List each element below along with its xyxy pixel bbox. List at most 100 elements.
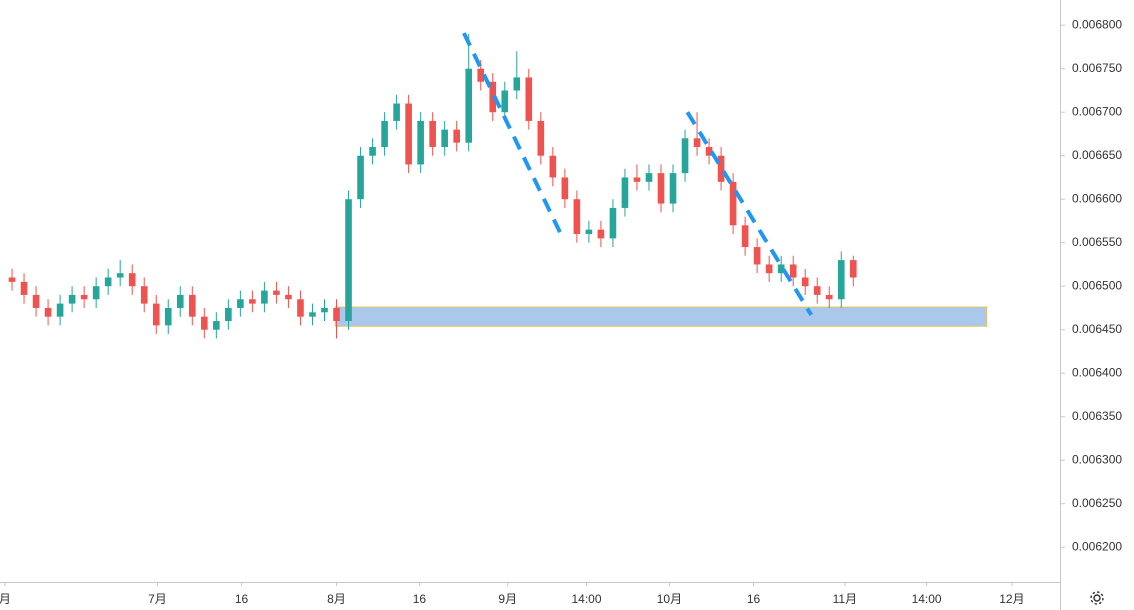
candle-body [681, 138, 689, 174]
trendline [462, 32, 564, 236]
y-tick-label: 0.006750 [1072, 61, 1122, 75]
y-tick-label: 0.006250 [1072, 496, 1122, 510]
candle-body [585, 229, 593, 235]
candle-body [357, 155, 364, 200]
y-tick-label: 0.006200 [1072, 539, 1122, 553]
candle-body [237, 299, 244, 308]
candle-body [164, 307, 172, 326]
settings-icon[interactable] [1090, 591, 1104, 605]
x-tick-label: 16 [235, 592, 249, 606]
y-tick-label: 0.006300 [1072, 452, 1122, 466]
candle-body [56, 303, 64, 317]
candle-body [333, 307, 340, 322]
candle-body [453, 129, 460, 143]
candle-body [549, 155, 557, 178]
candle-body [753, 247, 761, 265]
candle-body [32, 294, 40, 308]
candle-body [369, 147, 376, 156]
candle-body [249, 299, 256, 304]
candle-body [68, 294, 76, 304]
x-tick-label: 16 [747, 592, 761, 606]
candle-body [140, 286, 148, 304]
x-tick-label: 7月 [148, 592, 167, 606]
candle-body [825, 294, 833, 300]
candle-body [201, 316, 208, 330]
x-tick-label: 14:00 [912, 592, 942, 606]
candle-body [20, 281, 28, 295]
candle-body [705, 147, 713, 156]
candle-body [297, 299, 304, 317]
candle-body [8, 277, 16, 282]
candle-body [561, 177, 569, 200]
candle-body [813, 286, 821, 295]
support-zone [334, 306, 988, 327]
candle-body [273, 290, 280, 295]
candle-body [801, 277, 809, 287]
candle-body [741, 225, 749, 248]
candle-body [645, 173, 653, 182]
candle-body [393, 103, 400, 121]
candle-body [789, 264, 797, 278]
candle-body [128, 273, 136, 287]
candle-body [837, 260, 845, 300]
candle-body [213, 321, 220, 330]
candle-body [573, 199, 581, 235]
candle-body [537, 120, 545, 156]
candle-body [621, 177, 629, 208]
candle-body [441, 129, 448, 148]
candle-body [44, 307, 52, 317]
candle-body [104, 277, 112, 287]
y-tick-label: 0.006700 [1072, 104, 1122, 118]
candle-body [321, 307, 328, 313]
candle-body [261, 290, 268, 304]
candle-body [657, 173, 665, 204]
y-tick-label: 0.006650 [1072, 148, 1122, 162]
y-tick-label: 0.006350 [1072, 409, 1122, 423]
candle-body [513, 77, 521, 91]
x-tick-label: 月 [0, 592, 11, 606]
x-tick-label: 12月 [999, 592, 1024, 606]
candle-body [345, 199, 352, 322]
candle-body [729, 181, 737, 226]
candle-body [116, 273, 124, 278]
x-tick-label: 14:00 [571, 592, 601, 606]
candle-body [152, 303, 160, 326]
x-tick-label: 9月 [498, 592, 517, 606]
x-tick-label: 8月 [327, 592, 346, 606]
candle-body [381, 120, 388, 148]
y-tick-label: 0.006500 [1072, 278, 1122, 292]
candle-body [849, 260, 857, 278]
y-tick-label: 0.006550 [1072, 235, 1122, 249]
candle-body [429, 120, 436, 148]
y-tick-label: 0.006600 [1072, 191, 1122, 205]
candle-body [477, 68, 485, 82]
candle-body [525, 77, 533, 121]
candle-body [405, 103, 412, 165]
candle-body [465, 68, 473, 143]
candle-body [92, 286, 100, 300]
candle-body [669, 173, 677, 204]
candle-body [633, 177, 641, 182]
candle-body [765, 264, 773, 274]
candle-body [717, 155, 725, 182]
x-tick-label: 11月 [833, 592, 857, 606]
candle-body [777, 264, 785, 274]
candle-body [693, 138, 701, 148]
candle-body [80, 294, 88, 300]
candle-body [225, 307, 232, 322]
candle-body [501, 90, 509, 113]
candle-body [597, 229, 605, 239]
x-tick-label: 10月 [657, 592, 682, 606]
y-tick-label: 0.006400 [1072, 365, 1122, 379]
candle-body [309, 312, 316, 317]
candle-body [417, 120, 424, 165]
candle-body [188, 294, 196, 317]
candle-body [609, 207, 617, 239]
y-tick-label: 0.006800 [1072, 17, 1122, 31]
y-tick-label: 0.006450 [1072, 322, 1122, 336]
candle-body [176, 294, 184, 308]
trendline [685, 111, 813, 316]
x-tick-label: 16 [413, 592, 427, 606]
